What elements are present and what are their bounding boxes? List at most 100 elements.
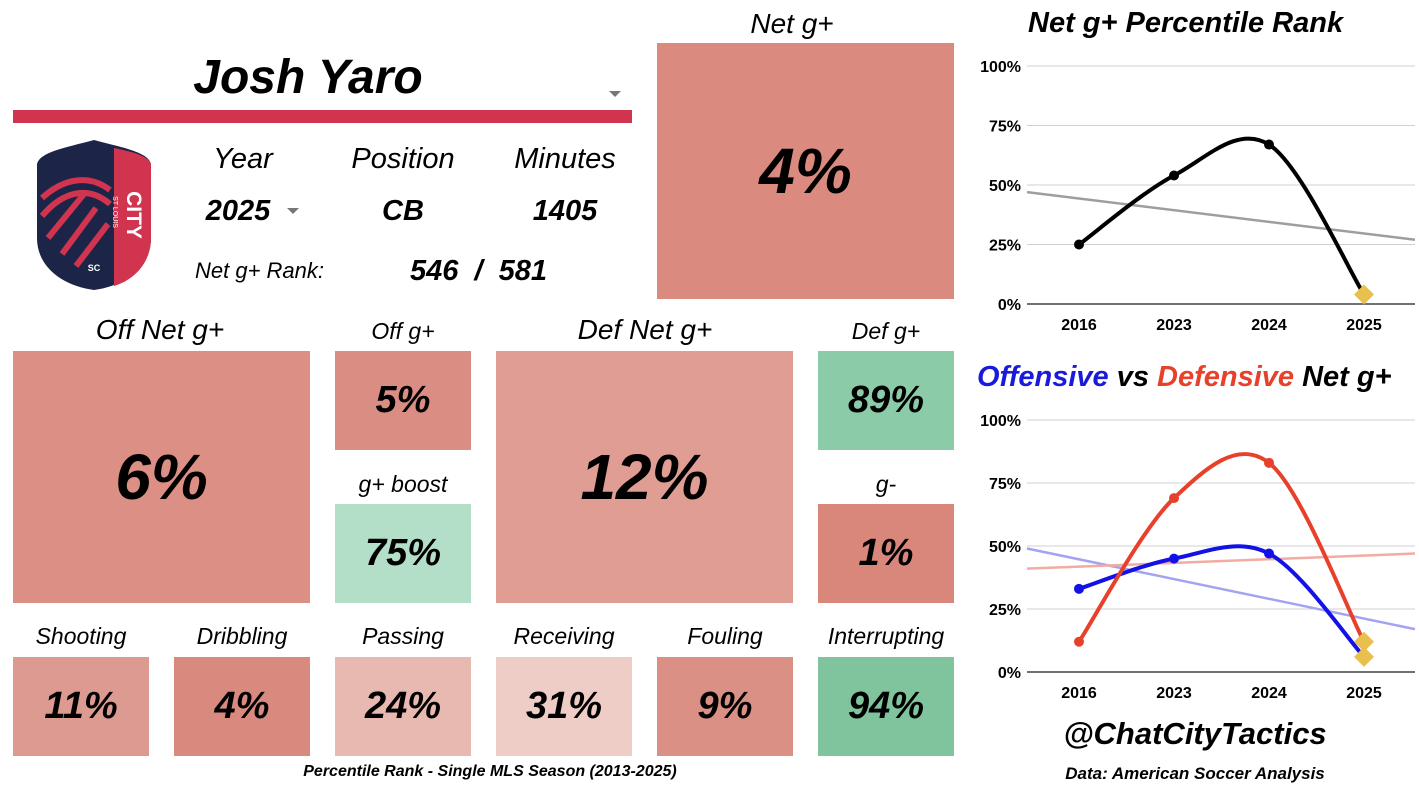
g-boost-label: g+ boost [358, 471, 448, 497]
chart2-series-1-point-1 [1169, 493, 1179, 504]
chart2-series-0-line [1077, 544, 1366, 659]
def-net-g-label: Def Net g+ [577, 314, 713, 345]
chart2-series-1-line [1077, 452, 1366, 644]
def-net-g-tile: 12% [496, 351, 793, 603]
action-value-receiving: 31% [525, 685, 603, 727]
net-g-value: 4% [759, 135, 852, 207]
position-label: Position [351, 143, 455, 175]
off-net-g-label: Off Net g+ [95, 314, 225, 345]
net-g-tile: 4% [657, 43, 954, 299]
chart1-xtick-3: 2025 [1346, 317, 1382, 334]
position-value: CB [382, 195, 424, 227]
off-net-g-value: 6% [115, 441, 208, 513]
chart1-net-g-percentile: 0% 25% 50% 75% 100% 2016 2023 2024 2025 [980, 59, 1415, 334]
chart2-ytick-3: 75% [989, 476, 1021, 493]
chart2-series-0-point-2 [1264, 548, 1274, 559]
chart2-series-1-point-0 [1074, 636, 1084, 647]
net-g-label: Net g+ [750, 8, 834, 39]
chart1-ytick-0: 0% [998, 297, 1021, 314]
chart2-title-part-0: Offensive [977, 361, 1109, 393]
action-label-interrupting: Interrupting [827, 623, 945, 649]
minutes-label: Minutes [514, 143, 616, 175]
chart1-xtick-0: 2016 [1061, 317, 1097, 334]
g-boost-value: 75% [364, 532, 442, 574]
def-net-g-value: 12% [580, 441, 709, 513]
action-label-shooting: Shooting [35, 623, 127, 649]
club-logo: CITY ST LOUIS SC [34, 138, 154, 292]
rank-separator: / [474, 255, 483, 287]
action-tile-passing: 24% [335, 657, 471, 756]
action-tile-dribbling: 4% [174, 657, 310, 756]
action-label-fouling: Fouling [687, 623, 763, 649]
action-label-dribbling: Dribbling [196, 623, 288, 649]
chart1-trendline-0 [1026, 190, 1415, 241]
chart1-ytick-1: 25% [989, 238, 1021, 255]
rank-label: Net g+ Rank: [195, 258, 325, 283]
chart1-series-0-point-3 [1354, 284, 1374, 305]
rank-position: 546 [410, 255, 459, 287]
off-net-g-tile: 6% [13, 351, 310, 603]
chart1-series-0-point-0 [1074, 239, 1084, 250]
year-label: Year [213, 143, 273, 175]
rank-total: 581 [498, 255, 547, 287]
chart1-ytick-3: 75% [989, 119, 1021, 136]
chart1-xtick-2: 2024 [1251, 317, 1287, 334]
action-tile-interrupting: 94% [818, 657, 954, 756]
action-tile-shooting: 11% [13, 657, 149, 756]
def-g-label: Def g+ [851, 318, 921, 344]
player-dropdown-caret-icon[interactable] [609, 91, 621, 97]
chart2-series-1-point-3 [1354, 631, 1374, 652]
chart1-title: Net g+ Percentile Rank [1028, 7, 1344, 39]
action-value-interrupting: 94% [847, 685, 925, 727]
chart2-title-part-3: Net g+ [1294, 361, 1392, 393]
footer-note: Percentile Rank - Single MLS Season (201… [303, 763, 677, 780]
chart1-series-0-point-1 [1169, 170, 1179, 181]
chart2-xtick-2: 2024 [1251, 685, 1287, 702]
g-minus-value: 1% [858, 532, 914, 574]
chart1-ytick-2: 50% [989, 178, 1021, 195]
footer-handle: @ChatCityTactics [1063, 716, 1327, 751]
chart2-xtick-1: 2023 [1156, 685, 1192, 702]
action-value-shooting: 11% [44, 685, 118, 727]
action-label-receiving: Receiving [513, 623, 615, 649]
chart2-xtick-3: 2025 [1346, 685, 1382, 702]
chart2-ytick-2: 50% [989, 539, 1021, 556]
chart2-ytick-4: 100% [980, 413, 1021, 430]
chart2-off-vs-def: 0% 25% 50% 75% 100% 2016 2023 2024 2025 [980, 413, 1415, 702]
chart2-ytick-1: 25% [989, 602, 1021, 619]
g-boost-tile: 75% [335, 504, 471, 603]
chart2-title: Offensive vs Defensive Net g+ [977, 361, 1392, 394]
chart2-series-0-point-3 [1354, 646, 1374, 667]
action-value-fouling: 9% [697, 685, 753, 727]
chart2-series-1-point-2 [1264, 457, 1274, 468]
chart2-title-part-1: vs [1108, 361, 1158, 393]
chart2-title-part-2: Defensive [1157, 361, 1295, 393]
year-dropdown-caret-icon[interactable] [287, 208, 299, 214]
off-g-value: 5% [375, 379, 431, 421]
action-tile-fouling: 9% [657, 657, 793, 756]
def-g-tile: 89% [818, 351, 954, 450]
chart2-trendline-1 [1026, 552, 1415, 570]
club-logo-sc: SC [88, 263, 101, 273]
chart2-series-0-point-0 [1074, 583, 1084, 594]
action-value-dribbling: 4% [214, 685, 270, 727]
rank-value: 546 / 581 [410, 255, 547, 288]
off-g-tile: 5% [335, 351, 471, 450]
chart2-ytick-0: 0% [998, 665, 1021, 682]
off-g-label: Off g+ [371, 318, 435, 344]
chart1-series-0-point-2 [1264, 139, 1274, 150]
player-name: Josh Yaro [193, 51, 423, 104]
action-tile-receiving: 31% [496, 657, 632, 756]
chart2-xtick-0: 2016 [1061, 685, 1097, 702]
player-name-underline [13, 110, 632, 123]
chart1-xtick-1: 2023 [1156, 317, 1192, 334]
club-logo-sub: ST LOUIS [111, 196, 118, 228]
year-value[interactable]: 2025 [205, 195, 271, 227]
action-value-passing: 24% [364, 685, 442, 727]
chart2-series-0-point-1 [1169, 553, 1179, 564]
club-logo-city: CITY [122, 191, 145, 239]
action-label-passing: Passing [362, 623, 444, 649]
g-minus-tile: 1% [818, 504, 954, 603]
chart1-ytick-4: 100% [980, 59, 1021, 76]
footer-source: Data: American Soccer Analysis [1065, 764, 1325, 783]
